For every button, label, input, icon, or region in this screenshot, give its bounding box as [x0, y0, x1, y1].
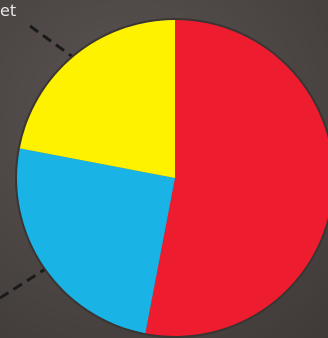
- pie-slice-3: [19, 20, 175, 178]
- pie-slice-1: [145, 20, 328, 336]
- pie-slice-2: [17, 148, 175, 334]
- pie-slices: [15, 18, 328, 338]
- corner-label: et: [0, 1, 17, 20]
